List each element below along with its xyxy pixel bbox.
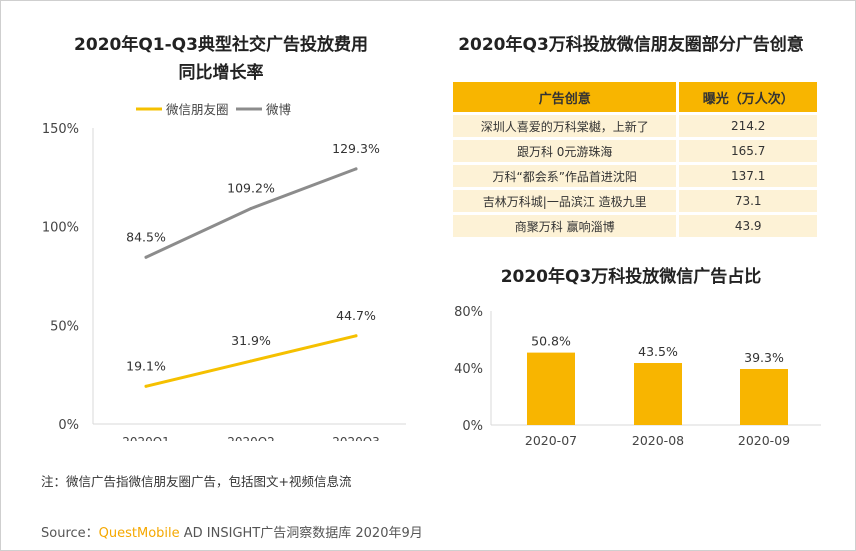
bar	[527, 352, 575, 425]
data-point	[144, 255, 148, 259]
legend-label: 微信朋友圈	[166, 102, 229, 117]
source-prefix: Source：	[41, 526, 99, 541]
table-header-creative: 广告创意	[453, 82, 677, 112]
table-row: 商聚万科 赢响淄博 43.9	[453, 215, 817, 237]
table-cell-exposure: 43.9	[676, 215, 817, 237]
x-tick-label: 2020-09	[738, 433, 790, 448]
y-tick-label: 80%	[454, 305, 483, 320]
x-tick-label: 2020Q3	[332, 435, 380, 441]
y-tick-label: 40%	[454, 362, 483, 377]
line-chart-series	[144, 167, 358, 388]
bar	[634, 363, 682, 425]
table-header-exposure: 曝光（万人次）	[676, 82, 817, 112]
table-cell-creative: 深圳人喜爱的万科棠樾，上新了	[453, 115, 677, 137]
table-cell-exposure: 73.1	[676, 190, 817, 212]
table-title: 2020年Q3万科投放微信朋友圈部分广告创意	[458, 35, 804, 55]
legend-label: 微博	[266, 102, 292, 117]
x-tick-label: 2020-08	[632, 433, 684, 448]
data-label: 19.1%	[126, 358, 166, 373]
line-chart-title: 2020年Q1-Q3典型社交广告投放费用 同比增长率	[31, 31, 411, 87]
y-tick-label: 100%	[42, 221, 79, 236]
data-label: 84.5%	[126, 229, 166, 244]
table-row: 万科“都会系”作品首进沈阳 137.1	[453, 165, 817, 187]
source-brand: QuestMobile	[98, 526, 180, 541]
y-tick-label: 50%	[50, 319, 79, 334]
table-cell-creative: 商聚万科 赢响淄博	[453, 215, 677, 237]
data-point	[354, 167, 358, 171]
table-cell-exposure: 214.2	[676, 115, 817, 137]
table-header-row: 广告创意 曝光（万人次）	[453, 82, 817, 112]
bar	[740, 368, 788, 425]
line-chart-title-line: 2020年Q1-Q3典型社交广告投放费用	[74, 35, 368, 55]
bar-chart-bars	[527, 352, 788, 425]
table-row: 深圳人喜爱的万科棠樾，上新了 214.2	[453, 115, 817, 137]
x-tick-label: 2020Q1	[122, 435, 170, 441]
data-label: 43.5%	[638, 344, 678, 359]
bar-chart: 0% 40% 80% 2020-07 2020-08 2020-09 50.8% 43.5%…	[454, 305, 821, 448]
bar-chart-axes: 0% 40% 80% 2020-07 2020-08 2020-09	[454, 305, 821, 448]
data-point	[249, 207, 253, 211]
table-cell-creative: 吉林万科城|一品滨江 造极九里	[453, 190, 677, 212]
line-chart-axes: 0% 50% 100% 150% 2020Q1 2020Q2 2020Q3	[42, 122, 406, 441]
footnote: 注：微信广告指微信朋友圈广告，包括图文+视频信息流	[41, 474, 352, 489]
bar-chart-data-labels: 50.8% 43.5% 39.3%	[531, 334, 784, 365]
line-chart-title-line: 同比增长率	[178, 63, 264, 83]
y-tick-label: 0%	[462, 419, 483, 434]
data-point	[249, 359, 253, 363]
data-label: 39.3%	[744, 350, 784, 365]
x-tick-label: 2020Q2	[227, 435, 275, 441]
data-label: 31.9%	[231, 333, 271, 348]
data-label: 109.2%	[227, 181, 275, 196]
table-row: 吉林万科城|一品滨江 造极九里 73.1	[453, 190, 817, 212]
x-tick-label: 2020-07	[525, 433, 577, 448]
line-chart-legend: 微信朋友圈 微博	[136, 102, 292, 117]
data-point	[354, 334, 358, 338]
bar-chart-title: 2020年Q3万科投放微信广告占比	[500, 267, 762, 287]
table-cell-creative: 万科“都会系”作品首进沈阳	[453, 165, 677, 187]
line-chart-data-labels: 19.1% 31.9% 44.7% 84.5% 109.2% 129.3%	[126, 141, 380, 373]
data-label: 129.3%	[332, 141, 380, 156]
y-tick-label: 0%	[58, 418, 79, 433]
source-line: Source：QuestMobile AD INSIGHT广告洞察数据库 202…	[41, 522, 423, 541]
table-cell-exposure: 137.1	[676, 165, 817, 187]
ad-creative-table: 广告创意 曝光（万人次） 深圳人喜爱的万科棠樾，上新了 214.2 跟万科 0元…	[453, 79, 817, 240]
table-cell-exposure: 165.7	[676, 140, 817, 162]
data-label: 44.7%	[336, 308, 376, 323]
table-row: 跟万科 0元游珠海 165.7	[453, 140, 817, 162]
source-text: AD INSIGHT广告洞察数据库 2020年9月	[179, 526, 423, 541]
data-label: 50.8%	[531, 334, 571, 349]
y-tick-label: 150%	[42, 122, 79, 137]
table-cell-creative: 跟万科 0元游珠海	[453, 140, 677, 162]
data-point	[144, 384, 148, 388]
